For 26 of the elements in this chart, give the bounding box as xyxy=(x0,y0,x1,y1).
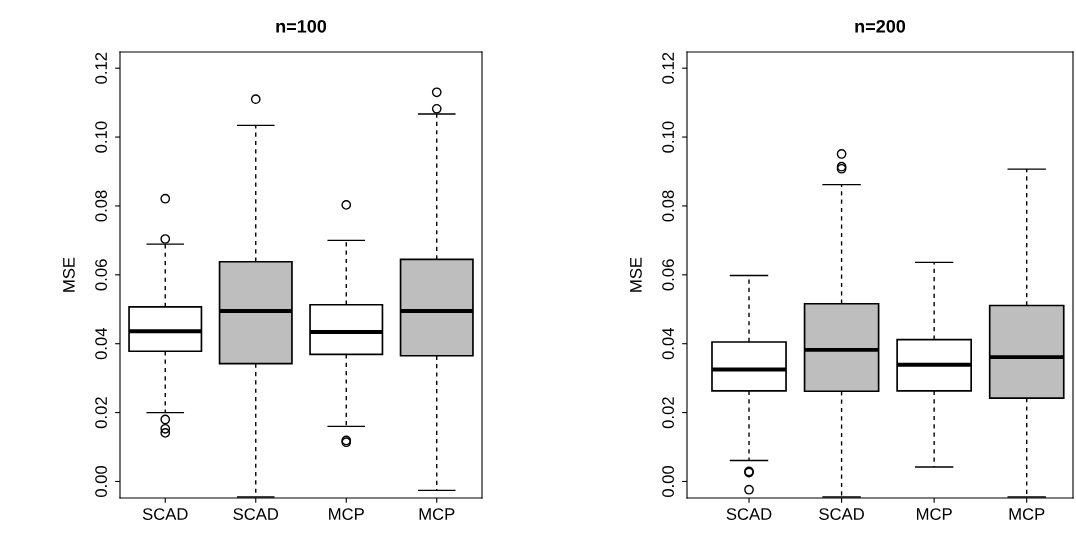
y-tick-label: 0.02 xyxy=(662,397,674,429)
x-tick-label: MCP xyxy=(419,508,455,520)
y-tick-label: 0.10 xyxy=(662,121,674,153)
y-tick-label: 0.04 xyxy=(662,327,674,360)
x-tick-label: MCP xyxy=(329,508,364,520)
y-tick-label: 0.12 xyxy=(95,52,107,84)
x-tick-label: SCAD xyxy=(726,508,772,520)
x-tick-label: SCAD xyxy=(819,508,864,520)
y-axis-title: MSE xyxy=(629,257,642,292)
y-tick-label: 0.12 xyxy=(662,52,674,84)
x-tick-label: MCP xyxy=(1009,508,1045,520)
chart-title: n=200 xyxy=(855,19,906,33)
y-axis-title: MSE xyxy=(62,257,75,292)
y-tick-label: 0.04 xyxy=(95,327,107,360)
x-tick-label: MCP xyxy=(917,508,952,520)
y-tick-label: 0.10 xyxy=(95,121,107,153)
chart-title: n=100 xyxy=(276,19,327,33)
x-tick-label: SCAD xyxy=(142,508,188,520)
y-tick-label: 0.08 xyxy=(662,190,674,222)
y-tick-label: 0.08 xyxy=(95,190,107,222)
x-tick-label: SCAD xyxy=(233,508,279,520)
y-tick-label: 0.00 xyxy=(662,465,674,498)
y-tick-label: 0.06 xyxy=(662,259,674,291)
y-tick-label: 0.06 xyxy=(95,259,107,291)
y-tick-label: 0.00 xyxy=(95,465,107,498)
y-tick-label: 0.02 xyxy=(95,397,107,429)
